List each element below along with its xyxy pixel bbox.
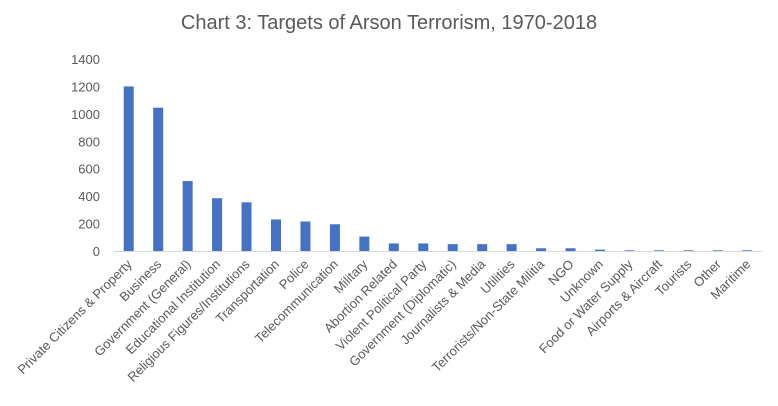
- bar: [329, 224, 340, 251]
- y-tick-label: 0: [93, 244, 100, 259]
- y-tick-label: 600: [78, 162, 100, 177]
- bar: [241, 202, 252, 251]
- bar: [477, 244, 488, 251]
- y-tick-label: 1200: [71, 79, 100, 94]
- bar: [712, 250, 723, 251]
- bar: [742, 250, 753, 251]
- bar: [595, 249, 605, 251]
- bar: [536, 248, 547, 251]
- bar: [182, 181, 193, 251]
- bar: [388, 243, 399, 251]
- bar: [653, 250, 664, 251]
- y-tick-label: 1000: [71, 107, 100, 122]
- bar: [212, 198, 223, 251]
- y-tick-label: 400: [78, 189, 100, 204]
- chart-title: Chart 3: Targets of Arson Terrorism, 197…: [180, 12, 598, 34]
- bar: [418, 243, 429, 251]
- y-tick-label: 200: [78, 217, 100, 232]
- bar: [447, 244, 458, 251]
- bar: [300, 221, 311, 251]
- x-tick-label: Private Citizens & Property: [14, 256, 135, 377]
- bar: [153, 107, 164, 251]
- bar: [271, 219, 281, 251]
- bar: [683, 250, 694, 251]
- bar: [624, 250, 635, 251]
- bar: [565, 248, 576, 251]
- y-tick-label: 1400: [71, 52, 100, 67]
- bar: [506, 244, 517, 251]
- bar: [359, 236, 370, 251]
- bar: [123, 86, 134, 251]
- y-tick-label: 800: [78, 134, 100, 149]
